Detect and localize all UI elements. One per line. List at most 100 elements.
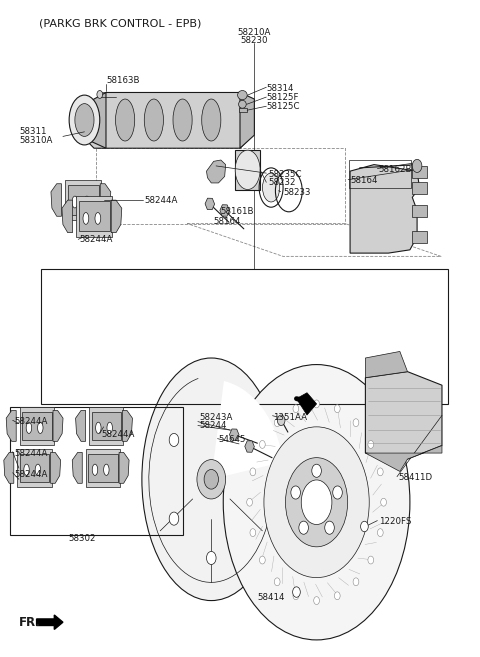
Ellipse shape [325, 521, 334, 534]
Ellipse shape [377, 468, 383, 476]
Ellipse shape [264, 427, 369, 578]
Ellipse shape [314, 400, 320, 408]
Ellipse shape [353, 419, 359, 426]
Polygon shape [365, 445, 442, 472]
Ellipse shape [312, 464, 322, 478]
Ellipse shape [275, 578, 280, 586]
Bar [412, 231, 427, 243]
Ellipse shape [377, 529, 383, 537]
Polygon shape [111, 200, 122, 233]
Text: 54645: 54645 [218, 436, 246, 444]
Polygon shape [122, 411, 132, 442]
Bar [92, 411, 121, 440]
Polygon shape [350, 165, 420, 253]
Bar [76, 196, 112, 237]
Polygon shape [6, 411, 16, 442]
Text: 58164: 58164 [214, 217, 241, 226]
Polygon shape [53, 411, 63, 442]
Polygon shape [365, 351, 408, 378]
Ellipse shape [107, 422, 112, 434]
Ellipse shape [37, 422, 43, 434]
Ellipse shape [293, 405, 299, 413]
Ellipse shape [299, 521, 309, 534]
Ellipse shape [83, 212, 89, 224]
Polygon shape [76, 93, 106, 148]
Ellipse shape [35, 464, 41, 476]
Ellipse shape [368, 556, 373, 564]
Text: 58414: 58414 [257, 593, 285, 602]
Ellipse shape [84, 196, 90, 208]
Bar [412, 205, 427, 217]
Ellipse shape [92, 464, 98, 476]
Ellipse shape [24, 464, 29, 476]
Circle shape [97, 91, 103, 99]
Text: 1220FS: 1220FS [379, 518, 411, 526]
Ellipse shape [69, 95, 100, 145]
Ellipse shape [238, 91, 247, 100]
Bar [412, 166, 427, 177]
Ellipse shape [173, 99, 192, 141]
Text: 58244A: 58244A [14, 449, 48, 457]
Ellipse shape [263, 173, 280, 202]
Text: 58244: 58244 [199, 421, 227, 430]
Bar [349, 160, 411, 187]
Ellipse shape [72, 196, 78, 208]
Polygon shape [75, 411, 85, 442]
Ellipse shape [223, 365, 410, 640]
Polygon shape [240, 93, 254, 148]
Circle shape [206, 551, 216, 564]
Ellipse shape [235, 150, 260, 189]
Circle shape [169, 512, 179, 525]
Ellipse shape [314, 597, 320, 604]
Text: 1351AA: 1351AA [274, 413, 308, 422]
Ellipse shape [301, 480, 332, 524]
Text: 58161B: 58161B [221, 208, 254, 216]
Ellipse shape [116, 99, 135, 141]
Ellipse shape [381, 498, 386, 506]
Ellipse shape [260, 556, 265, 564]
Bar [88, 453, 118, 482]
Bar [65, 179, 101, 220]
Text: 58210A: 58210A [238, 28, 271, 37]
Circle shape [277, 415, 285, 426]
Ellipse shape [250, 468, 256, 476]
Polygon shape [4, 453, 14, 484]
Text: 58163B: 58163B [106, 76, 140, 85]
Ellipse shape [247, 498, 252, 506]
Polygon shape [84, 93, 250, 148]
Circle shape [169, 434, 179, 447]
Polygon shape [365, 372, 442, 459]
Text: 58314: 58314 [266, 84, 294, 93]
Text: 58162B: 58162B [379, 166, 412, 174]
Ellipse shape [250, 529, 256, 537]
Ellipse shape [239, 101, 246, 108]
Ellipse shape [142, 358, 281, 600]
Text: FR.: FR. [19, 616, 41, 629]
Text: 58310A: 58310A [20, 136, 53, 145]
Circle shape [293, 587, 300, 597]
Bar [89, 407, 123, 445]
Text: 58244A: 58244A [144, 196, 178, 205]
Text: 58244A: 58244A [14, 470, 48, 478]
Ellipse shape [368, 440, 373, 448]
Ellipse shape [260, 440, 265, 448]
Polygon shape [51, 184, 61, 216]
Bar [20, 453, 49, 482]
Ellipse shape [95, 212, 101, 224]
Text: 58243A: 58243A [199, 413, 233, 422]
Ellipse shape [335, 405, 340, 413]
Polygon shape [50, 453, 60, 484]
Ellipse shape [275, 419, 280, 426]
Bar [86, 449, 120, 487]
Text: 58233: 58233 [283, 188, 311, 196]
Polygon shape [297, 393, 317, 415]
Bar [239, 108, 247, 112]
Polygon shape [72, 453, 82, 484]
Ellipse shape [104, 464, 109, 476]
Ellipse shape [353, 578, 359, 586]
Bar [235, 150, 260, 189]
Ellipse shape [75, 104, 94, 137]
Ellipse shape [335, 592, 340, 600]
Bar [22, 411, 52, 440]
Text: 58232: 58232 [269, 179, 296, 187]
